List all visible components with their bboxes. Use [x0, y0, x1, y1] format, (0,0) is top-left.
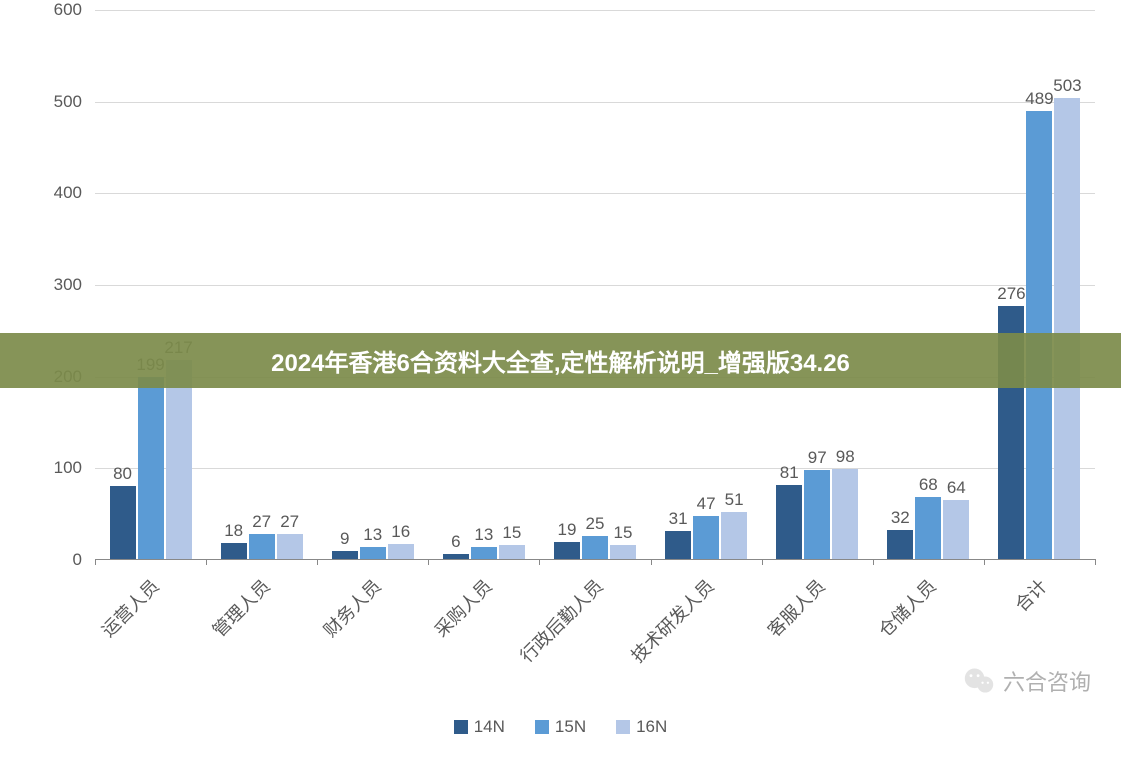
- bar: 9: [332, 551, 358, 559]
- y-tick-label: 100: [54, 458, 82, 478]
- legend-item: 15N: [535, 717, 586, 737]
- grid-line: [95, 10, 1095, 11]
- bar-value-label: 16: [391, 522, 410, 542]
- bar-value-label: 97: [808, 448, 827, 468]
- bar: 18: [221, 543, 247, 560]
- grid-line: [95, 193, 1095, 194]
- bar: 97: [804, 470, 830, 559]
- bar-value-label: 27: [252, 512, 271, 532]
- y-tick-label: 300: [54, 275, 82, 295]
- x-category-label: 运营人员: [95, 573, 164, 642]
- bar: 15: [610, 545, 636, 559]
- y-axis: 0100200300400500600: [50, 10, 90, 560]
- bar-value-label: 276: [997, 284, 1025, 304]
- bar: 13: [471, 547, 497, 559]
- legend-swatch: [454, 720, 468, 734]
- bar: 199: [138, 377, 164, 559]
- bar-value-label: 489: [1025, 89, 1053, 109]
- legend-label: 14N: [474, 717, 505, 737]
- bar-group: 91316: [317, 544, 428, 559]
- bar: 19: [554, 542, 580, 559]
- bar-value-label: 98: [836, 447, 855, 467]
- bar: 51: [721, 512, 747, 559]
- chart-container: 0100200300400500600 80199217182727913166…: [50, 10, 1100, 560]
- x-category-label: 行政后勤人员: [514, 573, 609, 668]
- bar-value-label: 13: [363, 525, 382, 545]
- bar-group: 61315: [428, 545, 539, 559]
- bar: 64: [943, 500, 969, 559]
- bar-group: 192515: [539, 536, 650, 559]
- bar-value-label: 25: [586, 514, 605, 534]
- bar-value-label: 51: [725, 490, 744, 510]
- bar-value-label: 31: [669, 509, 688, 529]
- bar: 503: [1054, 98, 1080, 559]
- x-category-label: 采购人员: [428, 573, 497, 642]
- bar: 98: [832, 469, 858, 559]
- bar-value-label: 47: [697, 494, 716, 514]
- bar-value-label: 13: [474, 525, 493, 545]
- watermark: 六合咨询: [963, 665, 1091, 697]
- y-tick-label: 600: [54, 0, 82, 20]
- x-tick-mark: [1095, 559, 1096, 565]
- bar: 16: [388, 544, 414, 559]
- grid-line: [95, 102, 1095, 103]
- plot-area: 8019921718272791316613151925153147518197…: [95, 10, 1095, 560]
- grid-line: [95, 468, 1095, 469]
- wechat-icon: [963, 665, 995, 697]
- bar-group: 819798: [762, 469, 873, 559]
- x-category-label: 财务人员: [317, 573, 386, 642]
- bar-value-label: 9: [340, 529, 349, 549]
- bar: 217: [166, 360, 192, 559]
- bar: 27: [249, 534, 275, 559]
- legend-item: 14N: [454, 717, 505, 737]
- watermark-text: 六合咨询: [1003, 665, 1091, 697]
- bar-group: 276489503: [984, 98, 1095, 559]
- bar-value-label: 32: [891, 508, 910, 528]
- bar-value-label: 19: [558, 520, 577, 540]
- bar: 47: [693, 516, 719, 559]
- bar: 68: [915, 497, 941, 559]
- bar: 15: [499, 545, 525, 559]
- bar-value-label: 15: [614, 523, 633, 543]
- bar-value-label: 503: [1053, 76, 1081, 96]
- bar-value-label: 27: [280, 512, 299, 532]
- legend-label: 15N: [555, 717, 586, 737]
- y-tick-label: 0: [73, 550, 82, 570]
- bar-value-label: 68: [919, 475, 938, 495]
- bar: 31: [665, 531, 691, 559]
- grid-line: [95, 285, 1095, 286]
- bar: 25: [582, 536, 608, 559]
- x-axis-labels: 运营人员管理人员财务人员采购人员行政后勤人员技术研发人员客服人员仓储人员 合计: [95, 565, 1095, 685]
- bar: 80: [110, 486, 136, 559]
- legend-label: 16N: [636, 717, 667, 737]
- bar: 6: [443, 554, 469, 560]
- bar-value-label: 18: [224, 521, 243, 541]
- legend-swatch: [616, 720, 630, 734]
- legend-item: 16N: [616, 717, 667, 737]
- bar: 13: [360, 547, 386, 559]
- x-category-label: 客服人员: [761, 573, 830, 642]
- x-category-label: 管理人员: [206, 573, 275, 642]
- bar-value-label: 81: [780, 463, 799, 483]
- x-category-label: 仓储人员: [872, 573, 941, 642]
- bar: 81: [776, 485, 802, 559]
- bar-value-label: 64: [947, 478, 966, 498]
- bar: 27: [277, 534, 303, 559]
- bar-value-label: 6: [451, 532, 460, 552]
- bar-group: 182727: [206, 534, 317, 559]
- bar-value-label: 15: [502, 523, 521, 543]
- bar-group: 326864: [873, 497, 984, 559]
- x-category-label: 合计: [1009, 573, 1053, 617]
- overlay-banner: 2024年香港6合资料大全查,定性解析说明_增强版34.26: [0, 333, 1121, 388]
- legend-swatch: [535, 720, 549, 734]
- bar-group: 80199217: [95, 360, 206, 559]
- overlay-banner-text: 2024年香港6合资料大全查,定性解析说明_增强版34.26: [271, 343, 850, 378]
- y-tick-label: 400: [54, 183, 82, 203]
- y-tick-label: 500: [54, 92, 82, 112]
- x-category-label: 技术研发人员: [625, 573, 720, 668]
- bar: 32: [887, 530, 913, 559]
- bar-group: 314751: [651, 512, 762, 559]
- bar-value-label: 80: [113, 464, 132, 484]
- legend: 14N 15N 16N: [0, 717, 1121, 737]
